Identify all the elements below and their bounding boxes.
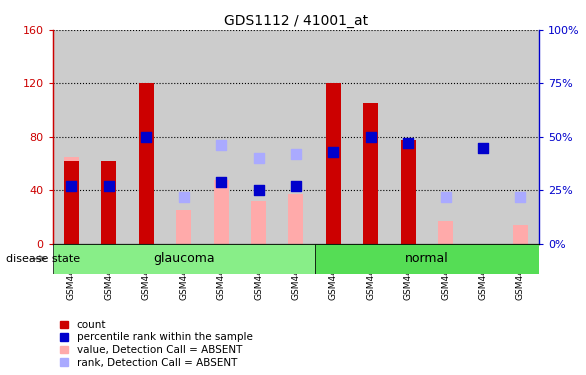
Bar (390, 30, 427, 244)
Bar (64, 161, 79, 244)
Bar (128, 30, 165, 244)
Bar (464, 30, 502, 244)
Bar (363, 104, 378, 244)
Point (329, 149, 338, 155)
Bar (352, 30, 390, 244)
Bar (64, 157, 79, 244)
Bar (139, 84, 154, 244)
Point (516, 194, 525, 200)
Bar (240, 30, 277, 244)
Point (291, 183, 301, 189)
Point (254, 155, 263, 161)
Point (404, 140, 413, 146)
Point (291, 151, 301, 157)
Text: glaucoma: glaucoma (153, 252, 214, 265)
Bar (401, 140, 415, 244)
Title: GDS1112 / 41001_at: GDS1112 / 41001_at (224, 13, 368, 28)
Text: normal: normal (405, 252, 449, 265)
Point (67, 183, 76, 189)
Point (254, 188, 263, 194)
Bar (165, 30, 202, 244)
Bar (277, 30, 315, 244)
Bar (427, 30, 464, 244)
Bar (438, 221, 453, 244)
Bar (53, 244, 315, 274)
Point (216, 142, 226, 148)
Bar (401, 224, 415, 244)
Point (478, 145, 488, 151)
Bar (251, 201, 266, 244)
Point (366, 134, 376, 140)
Bar (176, 210, 191, 244)
Bar (53, 30, 90, 244)
Bar (326, 84, 341, 244)
Point (216, 179, 226, 185)
Legend: count, percentile rank within the sample, value, Detection Call = ABSENT, rank, : count, percentile rank within the sample… (58, 318, 255, 370)
Point (104, 183, 114, 189)
Bar (513, 225, 528, 244)
Bar (315, 30, 352, 244)
Bar (288, 194, 304, 244)
Point (142, 134, 151, 140)
Point (179, 194, 188, 200)
Bar (90, 30, 128, 244)
Text: disease state: disease state (6, 254, 80, 264)
Bar (101, 161, 117, 244)
Bar (502, 30, 539, 244)
Point (441, 194, 450, 200)
Bar (315, 244, 539, 274)
Bar (202, 30, 240, 244)
Bar (214, 180, 229, 244)
